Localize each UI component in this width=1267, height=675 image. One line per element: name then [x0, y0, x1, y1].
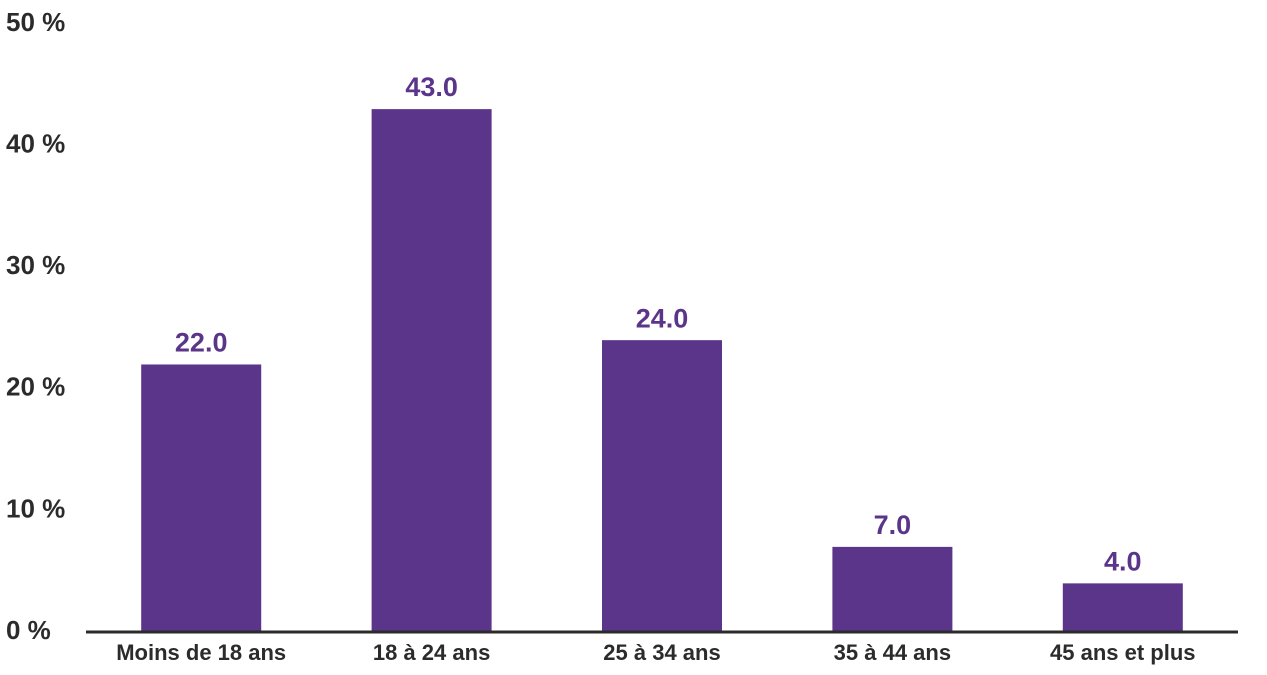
value-label: 22.0 — [175, 328, 228, 358]
bar — [371, 109, 492, 633]
bar — [832, 546, 953, 632]
bar — [1062, 583, 1183, 632]
value-label: 7.0 — [874, 510, 912, 540]
value-label: 24.0 — [636, 303, 689, 333]
x-tick-label: Moins de 18 ans — [116, 640, 286, 665]
y-tick-label: 40 % — [6, 128, 65, 158]
x-tick-label: 25 à 34 ans — [603, 640, 720, 665]
x-tick-label: 35 à 44 ans — [834, 640, 951, 665]
bar — [141, 364, 262, 632]
y-tick-label: 50 % — [6, 7, 65, 37]
value-label: 43.0 — [405, 72, 458, 102]
bar — [602, 340, 722, 632]
x-tick-label: 45 ans et plus — [1050, 640, 1196, 665]
y-tick-label: 30 % — [6, 250, 65, 280]
y-tick-label: 10 % — [6, 493, 65, 523]
value-label: 4.0 — [1104, 546, 1142, 576]
y-tick-label: 0 % — [6, 615, 51, 645]
y-tick-label: 20 % — [6, 372, 65, 402]
x-tick-label: 18 à 24 ans — [373, 640, 490, 665]
